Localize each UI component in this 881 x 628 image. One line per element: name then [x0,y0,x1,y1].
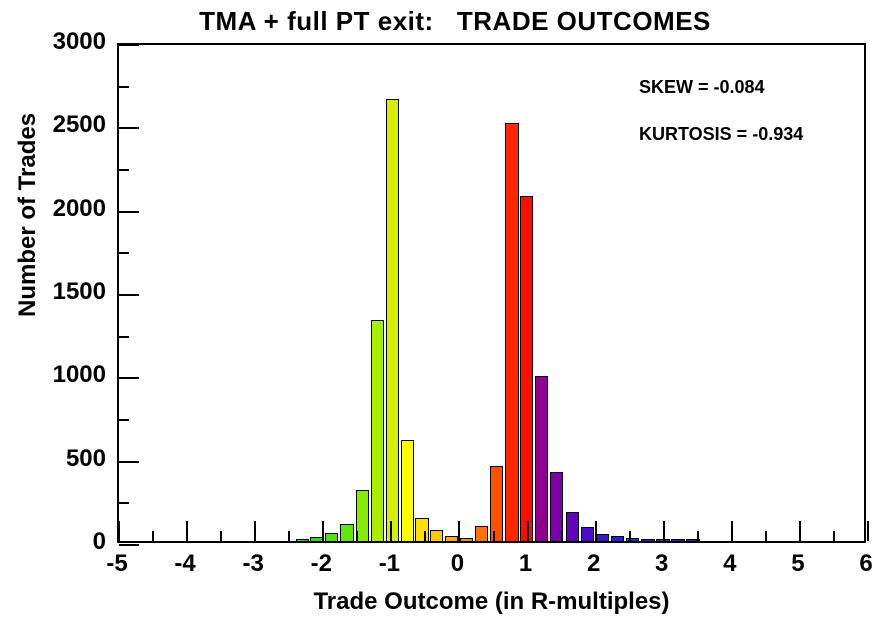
x-axis-tick [458,521,461,541]
x-axis-tick [254,521,257,541]
kurtosis-annotation: KURTOSIS = -0.934 [639,124,804,144]
y-axis-tick [119,419,129,421]
x-axis-tick [628,531,631,541]
histogram-bar [625,538,640,541]
histogram-bar [671,539,685,541]
histogram-bar [415,517,429,541]
x-axis-tick [152,531,155,541]
x-axis-tick [322,521,325,541]
histogram-bar [324,532,339,541]
y-axis-tick [119,544,139,546]
histogram-bar [505,122,519,541]
skew-annotation: SKEW = -0.084 [639,77,765,97]
x-tick-label: 2 [586,550,601,577]
histogram-bar [535,376,549,541]
x-axis-tick [118,521,120,541]
x-axis-tick [867,521,869,541]
histogram-bar [371,320,385,541]
x-tick-label: -3 [242,550,264,577]
histogram-bar [340,524,354,541]
y-tick-label: 1500 [52,278,106,305]
y-tick-label: 2500 [52,111,106,139]
y-tick-label: 3000 [52,28,106,55]
histogram-bar [444,536,458,541]
y-axis-tick [119,169,129,171]
y-axis-tick [119,127,139,130]
x-axis-tick [356,531,359,541]
histogram-bar [474,526,488,541]
histogram-bar [356,490,370,541]
histogram-bar [595,533,610,541]
histogram-bar [489,466,503,541]
y-axis-tick [119,377,139,380]
x-axis-tick [764,531,767,541]
x-axis-tick [288,531,291,541]
y-axis-tick [119,85,129,88]
x-tick-label: 0 [450,550,465,577]
y-axis-tick [119,460,139,463]
y-axis-tick [119,44,139,46]
x-axis-title: Trade Outcome (in R-multiples) [313,588,670,615]
x-axis-tick [560,531,563,541]
y-axis-tick [119,252,129,255]
x-axis-tick [594,521,597,541]
histogram-bar [520,196,534,541]
y-tick-label: 0 [92,528,106,555]
x-axis-tick [492,531,495,541]
histogram-bar [550,471,564,541]
x-axis-tick [832,531,835,541]
histogram-bar [401,440,415,541]
y-tick-label: 1000 [52,361,106,389]
x-axis-tick [186,521,189,541]
x-axis-tick [390,521,393,541]
y-axis-tick [119,335,129,338]
histogram-bar [459,537,473,541]
y-tick-label: 2000 [52,194,106,222]
x-tick-label: -4 [174,550,196,577]
histogram-bar [565,511,580,541]
histogram-bar [295,538,309,541]
histogram-bar [610,535,625,541]
plot-area: SKEW = -0.084 KURTOSIS = -0.934 [117,43,869,546]
x-tick-label: -1 [378,550,401,577]
x-tick-label: -2 [310,550,332,577]
x-axis-tick [798,521,801,541]
y-axis-tick [119,294,139,296]
x-tick-label: 5 [791,550,805,577]
chart-title: TMA + full PT exit: TRADE OUTCOMES [199,6,711,36]
y-axis-tick [119,210,139,213]
x-tick-label: 3 [655,550,669,577]
histogram-bar [309,536,324,541]
x-tick-label: -5 [106,550,128,577]
x-axis-tick [220,531,223,541]
x-axis-tick [662,521,665,541]
histogram-bar [686,539,700,541]
histogram-bar [386,99,400,541]
histogram-bar [580,527,595,541]
x-axis-tick [526,521,529,541]
x-axis-tick [696,531,699,541]
x-axis-tick [424,531,427,541]
histogram-bar [429,530,443,541]
y-axis-tick [119,502,129,505]
x-axis-tick [730,521,733,541]
x-tick-label: 1 [518,550,533,577]
y-tick-label: 500 [65,444,106,472]
x-tick-label: 6 [859,550,873,577]
x-tick-label: 4 [723,550,737,577]
histogram-bar [641,539,655,541]
